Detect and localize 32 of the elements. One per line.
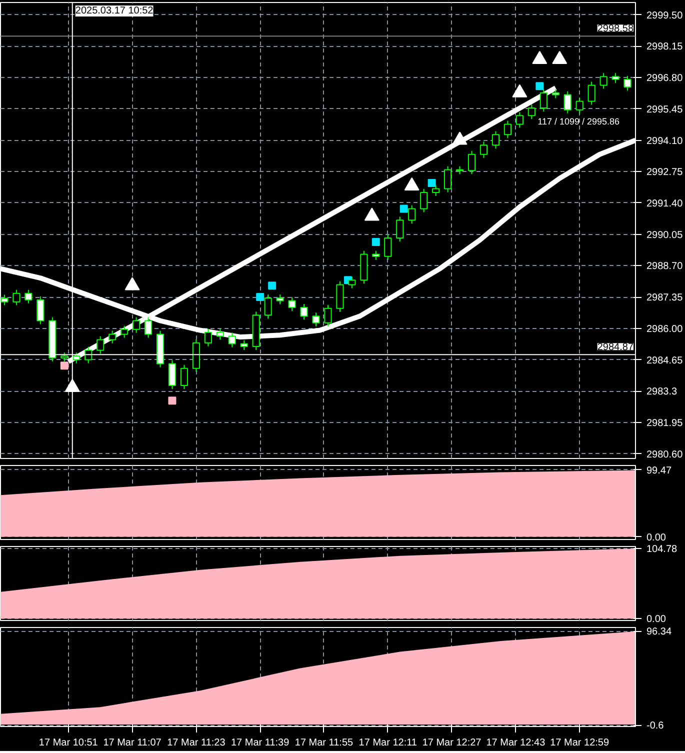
y-tick-label: 2983.3	[646, 386, 678, 398]
y-tick-label: 96.34	[646, 626, 672, 638]
y-tick-label: 2999.50	[646, 10, 684, 22]
x-tick-label: 17 Mar 11:07	[103, 738, 162, 748]
y-tick-label: 2996.80	[646, 73, 684, 84]
y-tick-label: 104.78	[646, 544, 678, 556]
x-tick-label: 17 Mar 11:39	[231, 738, 290, 748]
y-tick-label: 2990.05	[646, 230, 684, 241]
y-tick-label: 0.00	[646, 532, 666, 544]
y-tick-label: 2988.70	[646, 261, 684, 272]
annotation: 117 / 1099 / 2995.86	[538, 116, 620, 126]
y-tick-label: 2995.45	[646, 104, 684, 116]
x-tick-label: 17 Mar 12:59	[550, 738, 610, 748]
y-tick-label: 2981.95	[646, 418, 684, 429]
x-tick-label: 17 Mar 10:51	[38, 738, 98, 748]
x-tick-label: 17 Mar 12:27	[422, 738, 482, 748]
y-tick-label: 2994.10	[646, 136, 684, 147]
x-tick-label: 17 Mar 12:11	[358, 738, 418, 748]
x-tick-label: 17 Mar 11:23	[167, 738, 226, 748]
y-tick-label: -0.6	[646, 720, 664, 732]
y-tick-label: 99.47	[646, 465, 672, 476]
x-tick-label: 17 Mar 11:55	[294, 738, 354, 748]
y-tick-label: 2980.60	[646, 449, 684, 460]
y-tick-label: 0.00	[646, 614, 666, 625]
y-tick-label: 2987.35	[646, 292, 684, 304]
ref-line-label: 2025.03.17 10:52	[75, 6, 154, 16]
y-tick-label: 2986.00	[646, 324, 684, 335]
y-tick-label: 2984.65	[646, 355, 684, 366]
y-tick-label: 2991.40	[646, 198, 684, 210]
y-tick-label: 2992.75	[646, 167, 684, 178]
x-tick-label: 17 Mar 12:43	[486, 738, 546, 748]
y-tick-label: 2998.15	[646, 42, 684, 53]
